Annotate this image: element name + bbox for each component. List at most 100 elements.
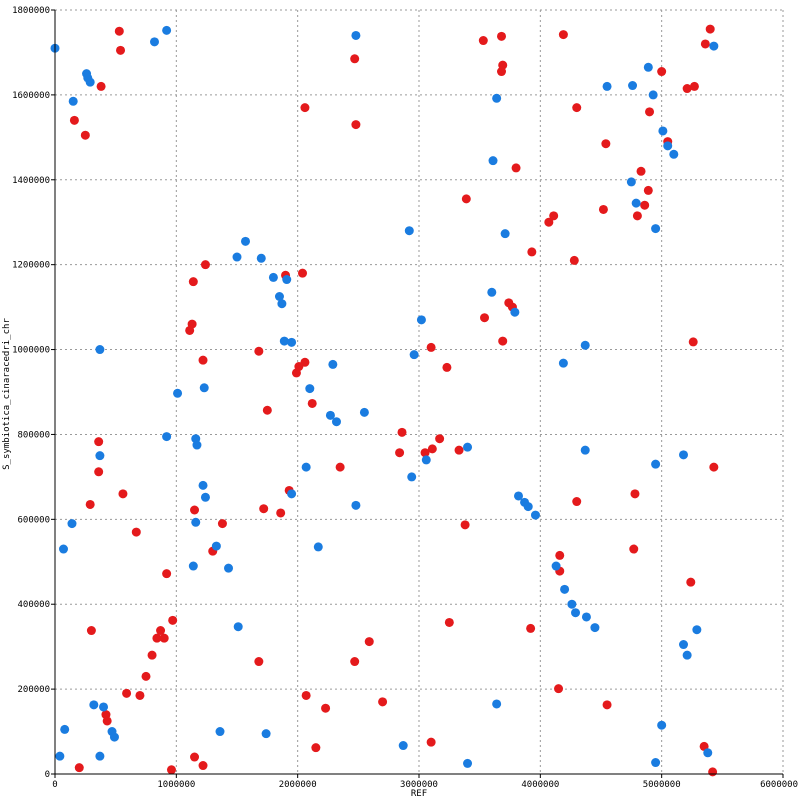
y-tick-label: 1000000 — [12, 346, 50, 356]
red-data-point — [311, 743, 321, 753]
blue-data-point — [162, 25, 172, 35]
blue-data-point — [95, 345, 105, 355]
red-data-point — [85, 499, 95, 509]
red-data-point — [298, 268, 308, 278]
blue-data-point — [421, 455, 431, 465]
red-data-point — [526, 623, 536, 633]
red-data-point — [497, 67, 507, 77]
blue-data-point — [398, 741, 408, 751]
blue-data-point — [109, 732, 119, 742]
red-data-point — [572, 497, 582, 507]
grid-lines — [55, 9, 784, 774]
red-data-point — [527, 247, 537, 257]
red-data-point — [102, 716, 112, 726]
x-tick-label: 4000000 — [521, 780, 559, 790]
blue-data-point — [500, 229, 510, 239]
red-data-point — [350, 657, 360, 667]
red-data-point — [190, 505, 200, 515]
red-data-point — [166, 765, 176, 775]
red-data-point — [276, 508, 286, 518]
red-data-point — [118, 489, 128, 499]
blue-data-point — [551, 561, 561, 571]
red-data-point — [426, 342, 436, 352]
blue-data-point — [682, 650, 692, 660]
blue-data-point — [669, 149, 679, 159]
blue-data-point — [95, 751, 105, 761]
blue-data-point — [530, 510, 540, 520]
blue-data-point — [211, 541, 221, 551]
blue-data-point — [631, 198, 641, 208]
blue-data-point — [95, 451, 105, 461]
blue-data-point — [626, 177, 636, 187]
red-data-point — [643, 185, 653, 195]
y-tick-label: 800000 — [17, 430, 50, 440]
blue-data-point — [232, 252, 242, 262]
red-data-point — [435, 434, 445, 444]
red-data-point — [632, 211, 642, 221]
red-data-point — [511, 163, 521, 173]
blue-data-point — [523, 502, 533, 512]
red-data-point — [80, 130, 90, 140]
red-data-point — [601, 139, 611, 149]
red-data-point — [96, 81, 106, 91]
blue-data-point — [200, 492, 210, 502]
red-data-point — [86, 626, 96, 636]
red-data-point — [198, 355, 208, 365]
blue-data-point — [199, 383, 209, 393]
blue-data-point — [351, 500, 361, 510]
blue-data-point — [657, 720, 667, 730]
blue-data-point — [463, 758, 473, 768]
red-data-point — [114, 26, 124, 36]
red-data-point — [708, 767, 718, 777]
blue-data-point — [651, 758, 661, 768]
red-data-point — [572, 103, 582, 113]
red-data-point — [152, 633, 162, 643]
blue-data-point — [679, 640, 689, 650]
blue-data-point — [359, 407, 369, 417]
blue-data-point — [404, 226, 414, 236]
red-data-point — [630, 489, 640, 499]
blue-data-point — [703, 748, 713, 758]
blue-data-point — [663, 141, 673, 151]
blue-data-point — [580, 445, 590, 455]
blue-data-point — [67, 519, 77, 529]
blue-data-point — [287, 337, 297, 347]
blue-data-point — [192, 440, 202, 450]
x-tick-label: 2000000 — [279, 780, 317, 790]
data-points — [50, 24, 719, 777]
blue-data-point — [149, 37, 159, 47]
red-data-point — [131, 527, 141, 537]
blue-data-point — [571, 608, 581, 618]
y-tick-label: 1800000 — [12, 6, 50, 16]
red-data-point — [426, 737, 436, 747]
red-data-point — [420, 448, 430, 458]
red-data-point — [300, 357, 310, 367]
blue-data-point — [240, 236, 250, 246]
red-data-point — [689, 81, 699, 91]
red-data-point — [636, 166, 646, 176]
red-data-point — [558, 30, 568, 40]
x-axis-label: REF — [411, 789, 427, 799]
blue-data-point — [58, 544, 68, 554]
y-axis-ticks: 0 200000 400000 600000 800000 1000000 1200000 1… — [12, 6, 55, 780]
x-axis-ticks: 0 1000000 2000000 3000000 4000000 5000000 6000… — [52, 774, 798, 790]
blue-data-point — [188, 561, 198, 571]
red-data-point — [554, 684, 564, 694]
blue-data-point — [602, 81, 612, 91]
blue-data-point — [55, 751, 65, 761]
red-data-point — [645, 107, 655, 117]
red-data-point — [350, 54, 360, 64]
red-data-point — [351, 120, 361, 130]
red-data-point — [569, 255, 579, 265]
red-data-point — [217, 519, 227, 529]
red-data-point — [602, 700, 612, 710]
blue-data-point — [658, 126, 668, 136]
y-tick-label: 1200000 — [12, 261, 50, 271]
blue-data-point — [492, 699, 502, 709]
red-data-point — [549, 211, 559, 221]
red-data-point — [544, 217, 554, 227]
blue-data-point — [488, 156, 498, 166]
blue-data-point — [268, 272, 278, 282]
y-axis-label: S_symbiotica_cinaracedri_chr — [2, 318, 12, 470]
x-tick-label: 5000000 — [643, 780, 681, 790]
